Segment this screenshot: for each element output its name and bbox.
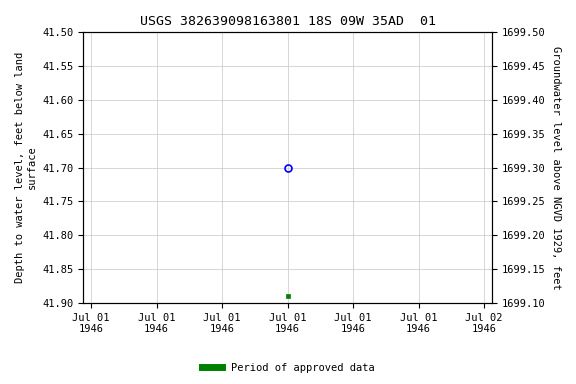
Title: USGS 382639098163801 18S 09W 35AD  01: USGS 382639098163801 18S 09W 35AD 01 — [139, 15, 435, 28]
Y-axis label: Groundwater level above NGVD 1929, feet: Groundwater level above NGVD 1929, feet — [551, 46, 561, 290]
Legend: Period of approved data: Period of approved data — [198, 359, 378, 377]
Y-axis label: Depth to water level, feet below land
surface: Depth to water level, feet below land su… — [15, 52, 37, 283]
